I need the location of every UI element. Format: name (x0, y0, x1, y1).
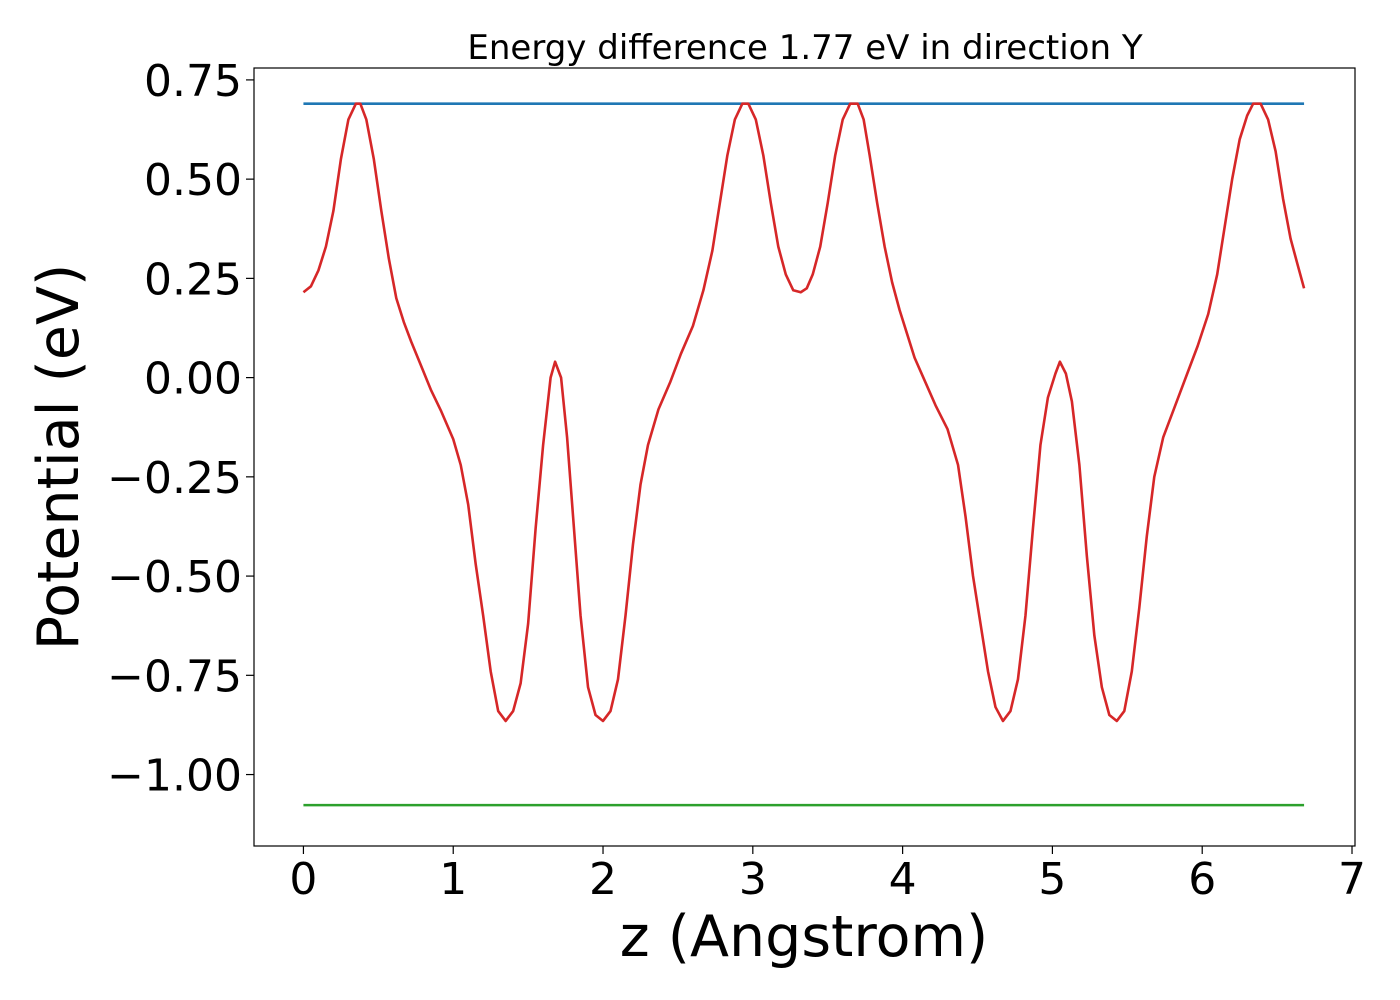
x-tick-label: 3 (739, 854, 767, 905)
chart-title: Energy difference 1.77 eV in direction Y (467, 28, 1142, 68)
plot-frame (253, 67, 1356, 847)
series-layer (302, 102, 1306, 807)
y-tick-label: −0.25 (107, 453, 242, 504)
x-tick-label: 1 (439, 854, 467, 905)
y-tick-label: −0.75 (107, 651, 242, 702)
x-tick-label: 0 (289, 854, 317, 905)
x-tick-label: 5 (1038, 854, 1066, 905)
y-tick-label: 0.00 (144, 354, 242, 405)
x-tick-label: 6 (1188, 854, 1216, 905)
y-tick-label: 0.50 (144, 155, 242, 206)
x-axis: 0 1 2 3 4 5 6 7 (289, 846, 1366, 905)
y-tick-label: 0.75 (144, 56, 242, 107)
y-tick-label: 0.25 (144, 254, 242, 305)
x-tick-label: 2 (589, 854, 617, 905)
series-line-2 (302, 102, 1306, 723)
y-tick-label: −1.00 (107, 751, 242, 802)
y-axis: 0.75 0.50 0.25 0.00 −0.25 −0.50 −0.75 −1.00 (107, 56, 254, 802)
x-tick-label: 7 (1338, 854, 1366, 905)
x-tick-label: 4 (889, 854, 917, 905)
x-axis-label: z (Angstrom) (620, 904, 988, 970)
y-tick-label: −0.50 (107, 552, 242, 603)
y-axis-label: Potential (eV) (26, 264, 92, 650)
